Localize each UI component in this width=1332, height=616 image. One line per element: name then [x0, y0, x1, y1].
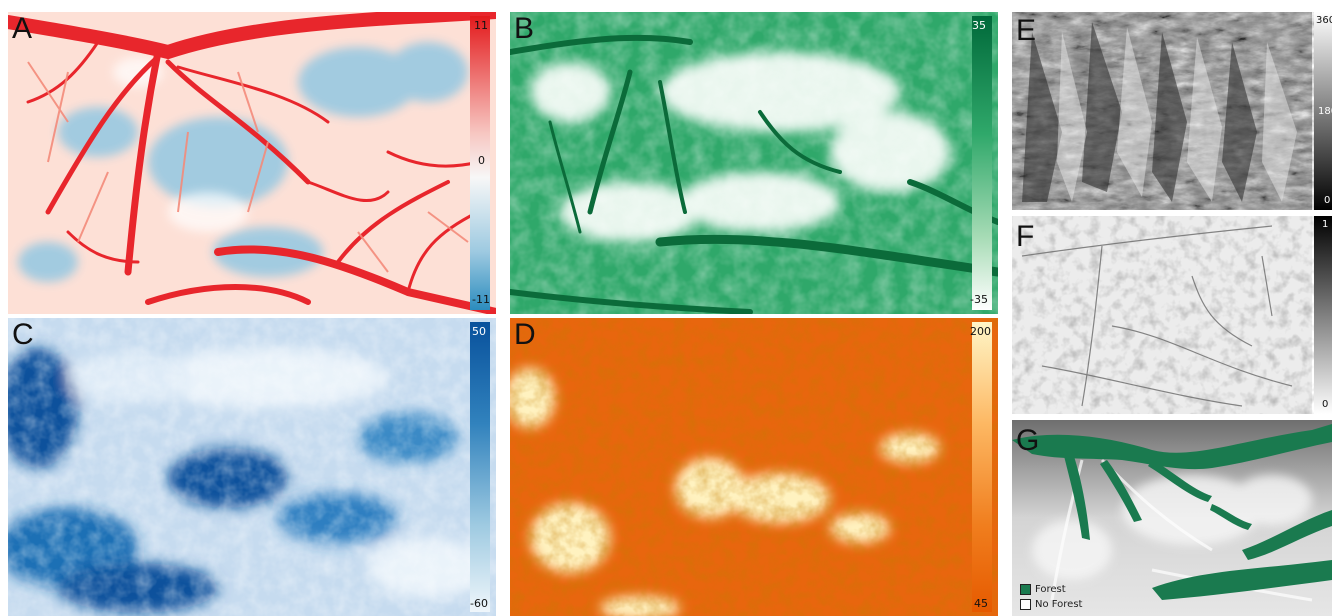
colorbar-f-top-tick: 1: [1322, 219, 1329, 230]
colorbar-e-bottom-tick: 0: [1324, 195, 1331, 206]
panel-c-map: [8, 318, 496, 616]
colorbar-a-mid-tick: 0: [478, 154, 485, 167]
panel-a-label: A: [12, 12, 33, 45]
colorbar-d-top-tick: 200: [970, 325, 991, 338]
colorbar-f: [1314, 216, 1332, 414]
panel-b-map: [510, 12, 998, 314]
panel-d-label: D: [514, 318, 536, 351]
panel-a-map: [8, 12, 496, 314]
no-forest-swatch: [1020, 599, 1031, 610]
colorbar-a-top-tick: 11: [474, 19, 488, 32]
colorbar-b: [972, 16, 992, 310]
colorbar-b-bottom-tick: -35: [970, 293, 988, 306]
panel-b-label: B: [514, 12, 535, 45]
panel-d-map: [510, 318, 998, 616]
forest-swatch: [1020, 584, 1031, 595]
colorbar-d-bottom-tick: 45: [974, 597, 988, 610]
panel-c: 50 -60 C: [8, 318, 496, 616]
colorbar-c-bottom-tick: -60: [470, 597, 488, 610]
panel-c-label: C: [12, 318, 34, 351]
colorbar-f-bottom-tick: 0: [1322, 399, 1329, 410]
colorbar-b-top-tick: 35: [972, 19, 986, 32]
legend-label-forest: Forest: [1035, 584, 1066, 595]
legend-item-forest: Forest: [1020, 582, 1082, 597]
panel-f: 1 0 F: [1012, 216, 1332, 414]
panel-g-label: G: [1016, 424, 1040, 457]
colorbar-e-mid-tick: 180: [1318, 106, 1332, 117]
panel-b: 35 -35 B: [510, 12, 998, 314]
colorbar-a: [470, 16, 490, 310]
colorbar-d: [972, 322, 992, 612]
colorbar-a-bottom-tick: -11: [472, 293, 490, 306]
colorbar-e-top-tick: 360: [1316, 15, 1332, 26]
legend-item-no-forest: No Forest: [1020, 597, 1082, 612]
panel-e: 360 180 0 E: [1012, 12, 1332, 210]
panel-a: 11 0 -11 A: [8, 12, 496, 314]
colorbar-e: [1314, 12, 1332, 210]
panel-g: G Forest No Forest: [1012, 420, 1332, 616]
forest-legend: Forest No Forest: [1020, 582, 1082, 612]
panel-e-label: E: [1016, 14, 1037, 47]
panel-e-map: [1012, 12, 1312, 210]
colorbar-c-top-tick: 50: [472, 325, 486, 338]
panel-g-map: [1012, 420, 1332, 616]
colorbar-c: [470, 322, 490, 612]
panel-f-label: F: [1016, 220, 1035, 253]
legend-label-no-forest: No Forest: [1035, 599, 1083, 610]
panel-f-map: [1012, 216, 1312, 414]
panel-d: 200 45 D: [510, 318, 998, 616]
